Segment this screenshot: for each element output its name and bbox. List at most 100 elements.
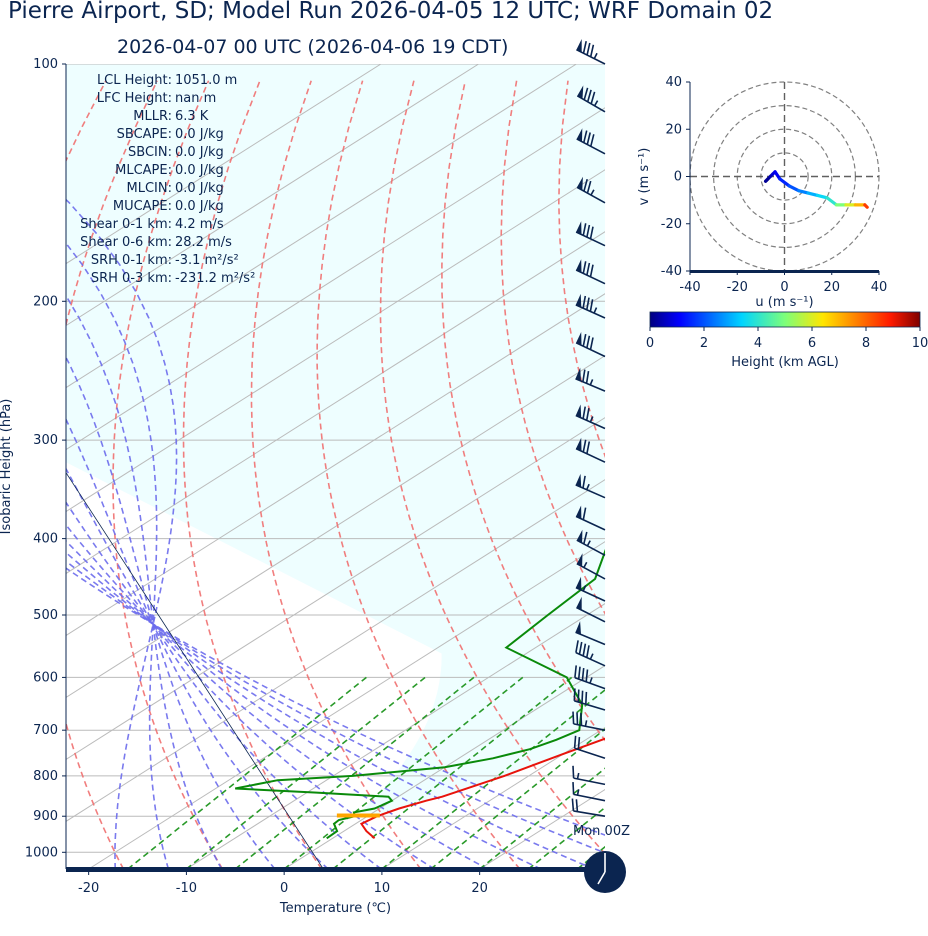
barb-full (583, 130, 588, 143)
barb-half (589, 653, 594, 660)
sounding-stats: LCL Height: 1051.0 m LFC Height: nan m MLL… (0, 72, 262, 288)
barb-full (586, 180, 592, 194)
barb-full (572, 711, 575, 724)
wind-barb (573, 735, 606, 760)
stat-label: MLCIN: (126, 181, 172, 196)
hodograph-segment (806, 191, 820, 197)
wind-barb (575, 293, 606, 319)
barb-full (586, 89, 592, 103)
x-axis-label: Temperature (℃) (279, 901, 391, 916)
hodo-y-tick-label: -40 (661, 264, 682, 279)
barb-flag (576, 529, 583, 544)
barb-full (589, 226, 594, 240)
barb-flag (576, 437, 582, 452)
stat-label: MLLR: (133, 109, 172, 124)
hodo-x-tick-label: 0 (780, 280, 788, 295)
dry-adiabat-line (825, 81, 928, 869)
wind-barb (572, 765, 606, 786)
wind-barb (572, 711, 606, 731)
dry-adiabat-line (722, 81, 928, 869)
x-tick-label: -20 (78, 881, 99, 896)
barb-full (586, 297, 590, 310)
stat-value: -3.1 m²/s² (175, 253, 239, 268)
isotherm-line (186, 603, 605, 869)
stat-row: SRH 0-3 km: -231.2 m²/s² (0, 270, 262, 288)
barb-half (589, 379, 594, 386)
barb-full (586, 132, 591, 145)
stat-label: LFC Height: (96, 91, 172, 106)
wind-barb (576, 128, 606, 155)
y-tick-label: 100 (33, 57, 58, 72)
dry-adiabat-line (66, 80, 158, 869)
stat-label: SBCIN: (128, 145, 172, 160)
barb-full (573, 688, 576, 701)
barb-full (585, 408, 590, 421)
wind-barb (574, 665, 606, 690)
barb-full (586, 645, 590, 658)
stat-value: 1051.0 m (175, 73, 238, 88)
hodograph-segment (825, 196, 839, 207)
chart-title: Pierre Airport, SD; Model Run 2026-04-05… (8, 0, 774, 24)
chart-subtitle: 2026-04-07 00 UTC (2026-04-06 19 CDT) (117, 36, 509, 58)
isotherm-line (66, 64, 382, 265)
barb-staff (575, 515, 606, 531)
moist-adiabat-line (66, 539, 542, 869)
stat-value: -231.2 m²/s² (175, 271, 256, 286)
isotherm-line (66, 417, 605, 761)
y-tick-label: 500 (33, 608, 58, 623)
y-tick-label: 1000 (25, 845, 58, 860)
y-tick-label: 800 (33, 769, 58, 784)
wind-barb (575, 621, 606, 646)
stat-value: 4.2 m/s (175, 217, 224, 232)
barb-flag (575, 367, 581, 381)
barb-full (578, 641, 583, 655)
wind-barb (576, 39, 606, 65)
dry-adiabat-line (615, 81, 928, 869)
y-tick-label: 400 (33, 532, 58, 547)
hodo-x-tick-label: -20 (727, 280, 748, 295)
y-tick-label: 700 (33, 723, 58, 738)
x-tick-label: 0 (280, 881, 288, 896)
dry-adiabat-line (669, 81, 928, 869)
hodo-x-tick-label: 40 (871, 280, 888, 295)
mixing-ratio-line (127, 676, 367, 869)
barb-half (589, 416, 594, 423)
moist-adiabat-line (66, 355, 276, 869)
barb-full (586, 335, 591, 349)
stat-label: Shear 0-6 km: (80, 235, 172, 250)
wind-barb (576, 553, 606, 580)
colorbar-label: Height (km AGL) (731, 355, 839, 370)
wind-barb (571, 798, 606, 817)
dry-adiabat-line (316, 80, 521, 869)
barb-full (571, 798, 575, 811)
barb-half (583, 561, 588, 568)
hodo-y-tick-label: 40 (665, 75, 682, 90)
dry-adiabat-line (182, 80, 323, 869)
stat-value: 0.0 J/kg (175, 181, 224, 196)
parcel-reference-line (66, 472, 324, 869)
barb-flag (576, 39, 582, 53)
stat-label: Shear 0-1 km: (80, 217, 172, 232)
barb-half (585, 483, 590, 491)
barb-full (575, 799, 579, 812)
barb-full (589, 337, 594, 350)
colorbar-tick-label: 2 (700, 336, 708, 351)
stat-row: MUCAPE: 0.0 J/kg (0, 198, 262, 216)
barb-full (577, 666, 581, 680)
stat-row: Shear 0-6 km: 28.2 m/s (0, 234, 262, 252)
hodograph-segment (815, 193, 829, 200)
barb-half (593, 52, 598, 59)
stat-value: 6.3 K (175, 109, 209, 124)
stat-value: nan m (175, 91, 217, 106)
isotherm-line (66, 231, 605, 575)
x-tick-label: -10 (176, 881, 197, 896)
isotherm-line (88, 541, 605, 869)
wind-barb (573, 688, 606, 711)
barb-flag (575, 473, 582, 488)
stat-value: 0.0 J/kg (175, 199, 224, 214)
dry-adiabat-line (441, 80, 605, 742)
x-axis-spine (66, 867, 625, 872)
stat-row: Shear 0-1 km: 4.2 m/s (0, 216, 262, 234)
colorbar-tick-label: 10 (912, 336, 928, 351)
temperature-trace (359, 737, 605, 840)
